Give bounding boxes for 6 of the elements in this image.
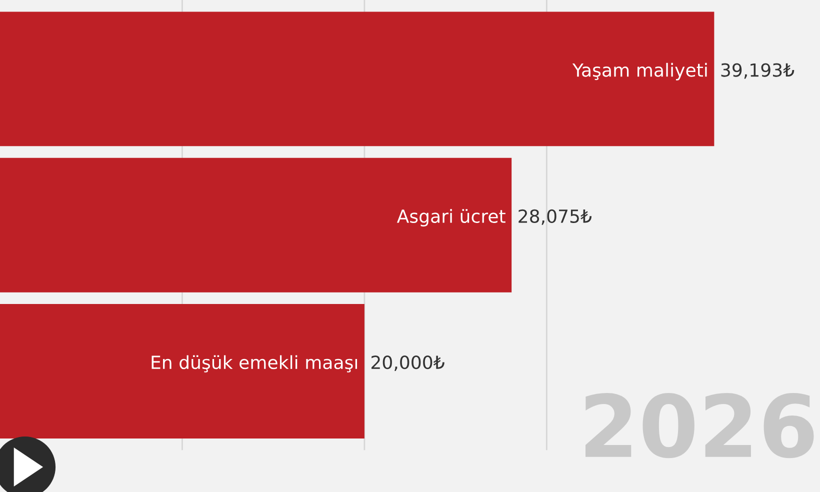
- y-tick-label: Asgari ücret: [396, 209, 506, 227]
- data-label: 20,000₺: [372, 356, 444, 372]
- data-label: 28,075₺: [518, 209, 592, 225]
- y-tick-label: En düşük emekli maaşı: [152, 355, 358, 372]
- data-label: 39,193₺: [721, 63, 794, 79]
- y-tick-label: Yaşam maliyeti: [572, 62, 707, 80]
